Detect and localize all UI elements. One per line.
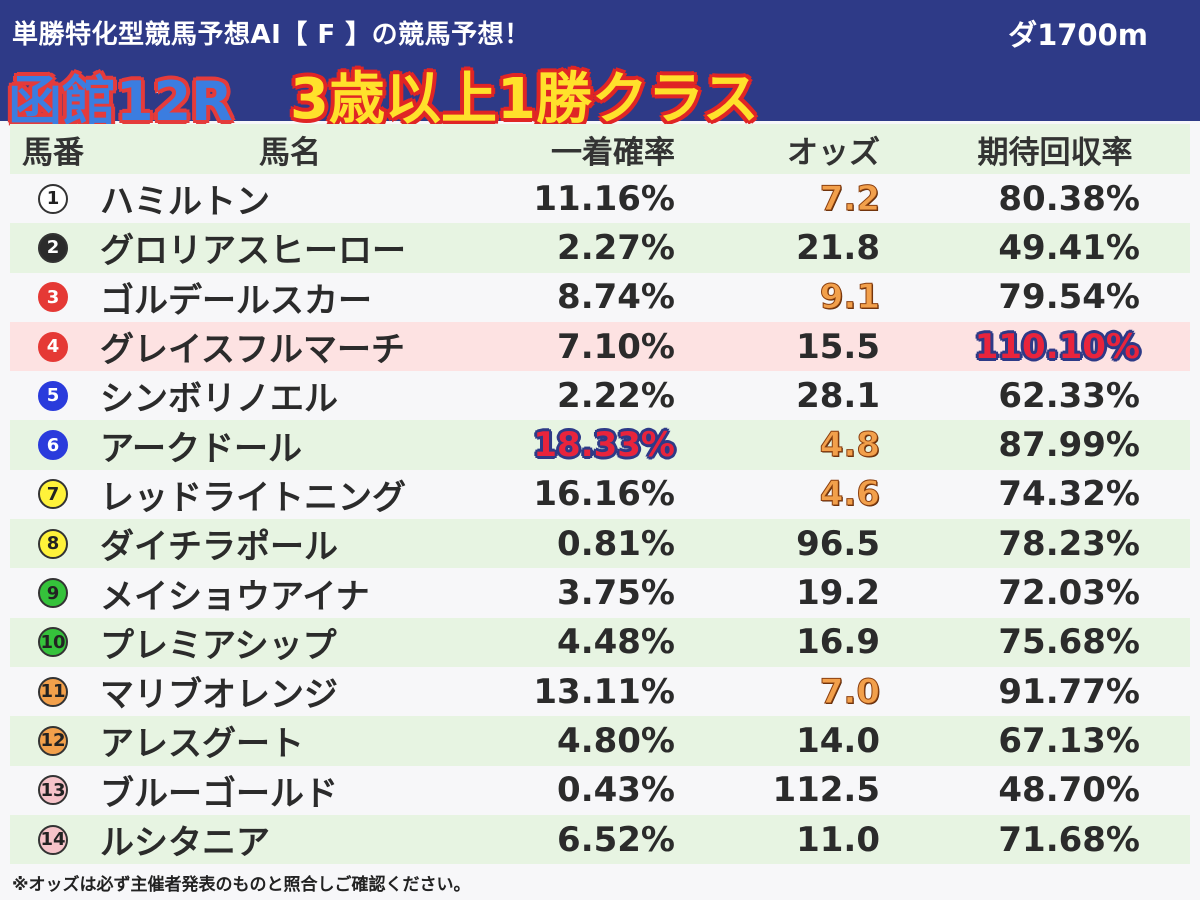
odds-value: 4.6 — [819, 474, 880, 515]
horse-name: ルシタニア — [100, 823, 270, 863]
odds-value: 14.0 — [796, 720, 880, 761]
horse-number-badge: 13 — [38, 775, 68, 806]
horse-name: グロリアスヒーロー — [100, 231, 406, 272]
win-probability: 2.27% — [557, 227, 675, 268]
horse-number-badge: 6 — [38, 430, 68, 461]
expected-return: 91.77% — [998, 671, 1140, 712]
odds-value: 9.1 — [819, 277, 880, 318]
win-probability: 16.16% — [533, 474, 675, 515]
expected-return: 80.38% — [998, 178, 1140, 219]
table-row: 6 アークドール 18.33% 4.8 87.99% — [10, 420, 1190, 470]
table-row: 14 ルシタニア 6.52% 11.0 71.68% — [10, 814, 1190, 865]
horse-name: アレスグート — [100, 724, 304, 765]
horse-name: シンボリノエル — [100, 379, 338, 420]
table-row: 13 ブルーゴールド 0.43% 112.5 48.70% — [10, 765, 1190, 815]
horse-number-badge: 5 — [38, 380, 68, 411]
header-banner: 単勝特化型競馬予想AI【 F 】の競馬予想！ ダ1700m 函館12R 3歳以上… — [0, 0, 1200, 135]
win-probability: 6.52% — [557, 819, 675, 860]
expected-return: 78.23% — [998, 523, 1140, 564]
win-probability: 13.11% — [533, 671, 675, 712]
table-row: 3 ゴルデールスカー 8.74% 9.1 79.54% — [10, 272, 1190, 322]
expected-return: 71.68% — [998, 819, 1140, 860]
table-row: 1 ハミルトン 11.16% 7.2 80.38% — [10, 174, 1190, 224]
table-row: 8 ダイチラポール 0.81% 96.5 78.23% — [10, 519, 1190, 569]
table-row: 2 グロリアスヒーロー 2.27% 21.8 49.41% — [10, 223, 1190, 273]
table-row: 7 レッドライトニング 16.16% 4.6 74.32% — [10, 469, 1190, 520]
expected-return: 74.32% — [998, 474, 1140, 515]
table-header-row: 馬番 馬名 一着確率 オッズ 期待回収率 — [10, 124, 1190, 174]
horse-number-badge: 11 — [38, 676, 68, 707]
expected-return: 110.10% — [974, 326, 1140, 367]
horse-name: ブルーゴールド — [100, 773, 338, 814]
horse-number-badge: 4 — [38, 331, 68, 362]
prediction-table: 馬番 馬名 一着確率 オッズ 期待回収率 1 ハミルトン 11.16% 7.2 … — [10, 124, 1190, 865]
horse-name: アークドール — [100, 428, 302, 469]
horse-number-badge: 8 — [38, 528, 68, 559]
race-distance: ダ1700m — [1008, 18, 1148, 52]
header-odds: オッズ — [787, 134, 880, 171]
table-row: 5 シンボリノエル 2.22% 28.1 62.33% — [10, 371, 1190, 421]
horse-number-badge: 14 — [38, 824, 68, 855]
win-probability: 7.10% — [557, 326, 675, 367]
odds-value: 21.8 — [796, 227, 880, 268]
odds-value: 96.5 — [796, 523, 880, 564]
header-prob: 一着確率 — [551, 134, 675, 171]
header-roi: 期待回収率 — [977, 134, 1133, 171]
horse-number-badge: 3 — [38, 282, 68, 313]
horse-number-badge: 10 — [38, 627, 68, 658]
win-probability: 0.43% — [557, 770, 675, 811]
page-subtitle: 単勝特化型競馬予想AI【 F 】の競馬予想！ — [12, 20, 531, 50]
expected-return: 49.41% — [998, 227, 1140, 268]
expected-return: 62.33% — [998, 375, 1140, 416]
horse-number-badge: 12 — [38, 725, 68, 756]
horse-name: マリブオレンジ — [100, 675, 338, 716]
table-row: 10 プレミアシップ 4.48% 16.9 75.68% — [10, 617, 1190, 667]
horse-name: ダイチラポール — [100, 527, 338, 568]
footer-note: ※オッズは必ず主催者発表のものと照合しご確認ください。 — [12, 875, 471, 895]
odds-value: 16.9 — [796, 622, 880, 663]
header-name: 馬名 — [259, 134, 321, 171]
win-probability: 4.48% — [557, 622, 675, 663]
expected-return: 72.03% — [998, 573, 1140, 614]
win-probability: 11.16% — [533, 178, 675, 219]
horse-name: グレイスフルマーチ — [100, 330, 405, 371]
win-probability: 8.74% — [557, 277, 675, 318]
expected-return: 48.70% — [998, 770, 1140, 811]
table-row: 9 メイショウアイナ 3.75% 19.2 72.03% — [10, 568, 1190, 618]
horse-number-badge: 2 — [38, 232, 68, 263]
odds-value: 28.1 — [796, 375, 880, 416]
horse-name: ゴルデールスカー — [100, 280, 372, 321]
horse-name: メイショウアイナ — [100, 576, 370, 617]
race-class-title: 3歳以上1勝クラス — [290, 67, 759, 132]
table-row: 4 グレイスフルマーチ 7.10% 15.5 110.10% — [10, 321, 1190, 372]
odds-value: 7.0 — [819, 671, 880, 712]
header-num: 馬番 — [22, 134, 84, 171]
odds-value: 4.8 — [819, 425, 880, 466]
win-probability: 0.81% — [557, 523, 675, 564]
horse-name: レッドライトニング — [100, 477, 406, 518]
table-row: 12 アレスグート 4.80% 14.0 67.13% — [10, 716, 1190, 766]
horse-number-badge: 7 — [38, 479, 68, 510]
win-probability: 3.75% — [557, 573, 675, 614]
horse-name: ハミルトン — [100, 182, 270, 223]
table-row: 11 マリブオレンジ 13.11% 7.0 91.77% — [10, 666, 1190, 717]
horse-number-badge: 9 — [38, 578, 68, 609]
horse-name: プレミアシップ — [100, 625, 337, 666]
odds-value: 11.0 — [796, 819, 880, 860]
odds-value: 15.5 — [796, 326, 880, 367]
expected-return: 75.68% — [998, 622, 1140, 663]
horse-number-badge: 1 — [38, 183, 68, 214]
expected-return: 67.13% — [998, 720, 1140, 761]
win-probability: 18.33% — [533, 425, 675, 466]
win-probability: 2.22% — [557, 375, 675, 416]
win-probability: 4.80% — [557, 720, 675, 761]
expected-return: 79.54% — [998, 277, 1140, 318]
odds-value: 7.2 — [819, 178, 880, 219]
race-venue: 函館12R — [7, 69, 235, 135]
odds-value: 112.5 — [772, 770, 880, 811]
expected-return: 87.99% — [998, 425, 1140, 466]
odds-value: 19.2 — [796, 573, 880, 614]
